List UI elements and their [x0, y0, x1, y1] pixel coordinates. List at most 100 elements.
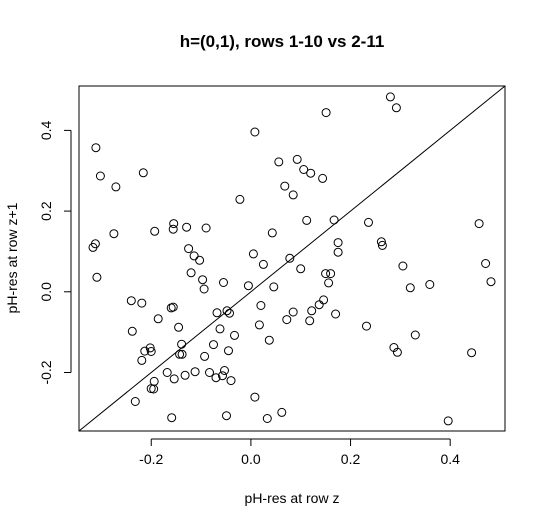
data-point — [288, 307, 298, 317]
data-point — [302, 215, 312, 225]
data-point — [288, 190, 298, 200]
y-tick-label: 0.0 — [38, 282, 54, 302]
data-point — [306, 168, 316, 178]
y-axis-label: pH-res at row z+1 — [4, 202, 20, 313]
data-point — [280, 181, 290, 191]
data-point — [269, 282, 279, 292]
data-point — [282, 315, 292, 325]
data-point — [362, 321, 371, 331]
x-tick-label: 0.4 — [440, 451, 460, 467]
data-point — [137, 355, 147, 365]
data-point — [474, 219, 484, 229]
data-point — [267, 228, 277, 238]
data-point — [481, 259, 491, 268]
data-point — [385, 92, 395, 102]
data-point — [364, 217, 373, 227]
data-point — [410, 330, 420, 340]
data-point — [256, 301, 266, 310]
data-point — [209, 340, 218, 350]
x-tick-label: -0.2 — [139, 451, 163, 467]
data-point — [149, 376, 159, 386]
data-point — [305, 316, 315, 326]
x-tick-label: 0.0 — [241, 451, 261, 467]
data-point — [198, 275, 208, 285]
data-point — [226, 376, 236, 386]
data-point — [324, 278, 334, 288]
data-point — [258, 259, 268, 269]
data-point — [201, 223, 211, 233]
data-point — [175, 349, 185, 359]
data-point — [167, 413, 177, 423]
data-point — [168, 224, 178, 234]
data-point — [140, 346, 150, 356]
data-point — [162, 368, 172, 377]
data-point — [248, 249, 258, 259]
data-point — [190, 367, 200, 377]
data-point — [169, 374, 179, 384]
data-point — [111, 182, 121, 192]
data-point — [130, 397, 140, 406]
data-point — [318, 173, 328, 183]
data-point — [205, 368, 214, 377]
data-point — [376, 237, 386, 247]
plot-frame — [78, 85, 506, 432]
data-point — [218, 371, 227, 381]
data-point — [277, 407, 287, 417]
data-point — [169, 219, 179, 229]
data-points — [88, 92, 496, 426]
data-point — [146, 347, 156, 356]
data-point — [222, 411, 231, 421]
data-point — [326, 269, 336, 279]
data-point — [137, 298, 147, 308]
data-point — [425, 280, 435, 289]
data-point — [321, 108, 331, 118]
x-axis-label: pH-res at row z — [245, 490, 340, 506]
data-point — [92, 272, 102, 282]
data-point — [177, 339, 187, 349]
data-point — [391, 103, 401, 113]
data-point — [262, 414, 272, 423]
data-point — [126, 296, 136, 306]
x-axis: -0.2 0.0 0.2 0.4 — [139, 438, 460, 467]
data-point — [168, 302, 178, 312]
data-point — [250, 392, 260, 402]
data-point — [467, 348, 477, 358]
data-point — [219, 278, 228, 287]
data-point — [243, 281, 253, 291]
data-point — [224, 346, 233, 356]
chart-title: h=(0,1), rows 1-10 vs 2-11 — [180, 32, 385, 51]
data-point — [443, 416, 453, 426]
data-point — [138, 168, 148, 178]
data-point — [319, 295, 329, 305]
data-point — [212, 308, 222, 318]
data-point — [174, 322, 184, 332]
y-tick-label: -0.2 — [38, 360, 54, 384]
data-point — [109, 229, 119, 239]
data-point — [377, 240, 387, 250]
data-point — [200, 351, 210, 361]
data-point — [195, 255, 205, 265]
data-point — [225, 308, 234, 318]
y-tick-label: 0.2 — [38, 201, 54, 221]
data-point — [274, 157, 284, 167]
data-point — [296, 264, 306, 274]
data-point — [230, 330, 239, 340]
data-point — [292, 154, 302, 164]
data-point — [222, 306, 232, 316]
data-point — [215, 324, 225, 334]
data-point — [235, 194, 245, 204]
data-point — [392, 347, 402, 357]
data-point — [398, 261, 408, 271]
data-point — [250, 127, 260, 137]
data-point — [95, 171, 105, 181]
data-point — [264, 335, 274, 345]
x-tick-label: 0.2 — [341, 451, 361, 467]
data-point — [88, 242, 98, 252]
data-point — [329, 215, 339, 225]
data-point — [189, 251, 199, 261]
data-point — [91, 143, 101, 153]
data-point — [285, 253, 295, 263]
data-point — [145, 343, 155, 353]
data-point — [333, 238, 343, 248]
